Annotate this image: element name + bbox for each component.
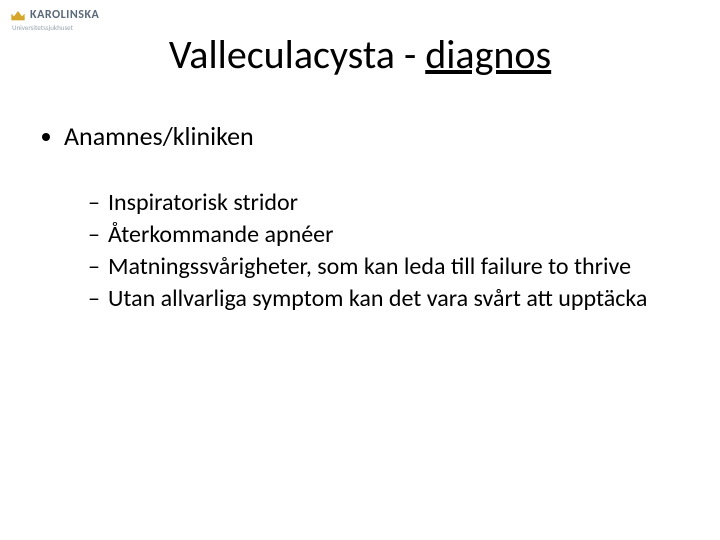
dash-icon: – [88,252,100,282]
bullet-l2-text: Matningssvårigheter, som kan leda till f… [108,252,678,282]
title-plain: Valleculacysta - [169,30,425,79]
bullet-l2-text: Inspiratorisk stridor [108,188,678,218]
logo-top-row: KAROLINSKA [10,8,99,22]
list-item: – Återkommande apnéer [88,220,678,250]
bullet-dot-icon [42,133,50,141]
bullet-l1-text: Anamnes/kliniken [64,120,254,152]
content-area: Anamnes/kliniken – Inspiratorisk stridor… [42,120,678,316]
slide: KAROLINSKA Universitetssjukhuset Vallecu… [0,0,720,540]
dash-icon: – [88,220,100,250]
bullet-l2-text: Återkommande apnéer [108,220,678,250]
list-item: – Matningssvårigheter, som kan leda till… [88,252,678,282]
list-item: – Utan allvarliga symptom kan det vara s… [88,284,678,314]
list-item: – Inspiratorisk stridor [88,188,678,218]
logo-brand: KAROLINSKA [30,8,99,22]
logo: KAROLINSKA Universitetssjukhuset [10,8,99,32]
crown-icon [10,8,26,22]
title-underlined: diagnos [425,30,551,79]
bullet-l2-text: Utan allvarliga symptom kan det vara svå… [108,284,678,314]
dash-icon: – [88,188,100,218]
slide-title: Valleculacysta - diagnos [0,30,720,79]
dash-icon: – [88,284,100,314]
sub-bullet-list: – Inspiratorisk stridor – Återkommande a… [88,188,678,314]
bullet-level1: Anamnes/kliniken [42,120,678,152]
